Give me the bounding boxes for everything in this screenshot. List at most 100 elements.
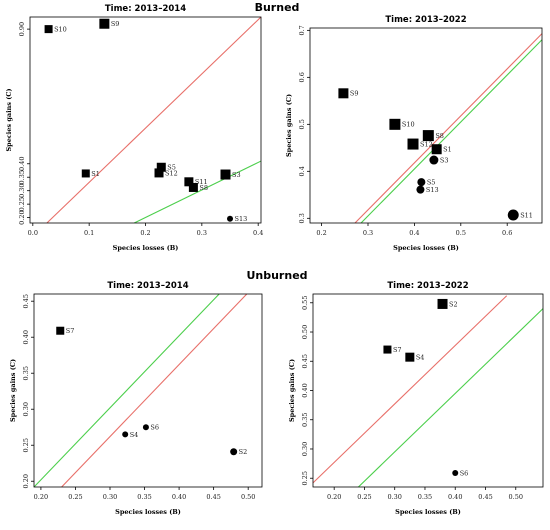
point-label: S12 [165, 169, 178, 177]
group-label-unburned: Unburned [246, 269, 308, 282]
point-s8 [422, 130, 434, 142]
point-s2 [230, 448, 238, 456]
point-s3 [220, 169, 231, 180]
reference-line-1 [313, 295, 508, 484]
y-tick-label: 0.35 [22, 366, 30, 380]
point-label: S13 [426, 186, 439, 194]
point-label: S2 [239, 448, 248, 456]
point-s13 [416, 185, 425, 194]
y-axis-label: Species gains (C) [9, 359, 17, 422]
y-tick-label: 0.20 [18, 210, 26, 224]
point-label: S8 [199, 184, 208, 192]
point-s3 [429, 155, 439, 165]
y-tick-label: 0.20 [22, 474, 30, 488]
point-label: S1 [443, 146, 452, 154]
point-s6 [452, 469, 459, 476]
x-tick-label: 0.45 [478, 493, 492, 501]
y-tick-label: 0.25 [22, 438, 30, 452]
point-label: S9 [350, 90, 359, 98]
y-tick-label: 0.7 [298, 25, 306, 35]
x-tick-label: 0.6 [502, 229, 512, 237]
point-label: S3 [440, 156, 449, 164]
x-tick-label: 0.2 [316, 229, 326, 237]
y-tick-label: 0.30 [301, 442, 309, 456]
y-tick-label: 0.25 [301, 471, 309, 485]
point-s12 [154, 168, 164, 178]
x-tick-label: 0.25 [357, 493, 371, 501]
point-label: S10 [402, 121, 415, 129]
plot-frame [33, 293, 263, 488]
reference-line-2 [358, 308, 543, 487]
y-tick-label: 0.45 [301, 354, 309, 368]
y-tick-label: 0.4 [298, 166, 306, 176]
point-s1 [81, 169, 90, 178]
y-tick-label: 0.45 [22, 294, 30, 308]
x-tick-label: 0.0 [28, 229, 38, 237]
y-tick-label: 0.90 [18, 22, 26, 36]
y-tick-label: 0.30 [22, 402, 30, 416]
x-tick-label: 0.50 [509, 493, 523, 501]
reference-line-1 [46, 17, 261, 223]
point-label: S6 [460, 469, 469, 477]
point-label: S6 [150, 424, 159, 432]
x-tick-label: 0.35 [418, 493, 432, 501]
y-tick-label: 0.40 [18, 157, 26, 171]
x-tick-label: 0.50 [241, 493, 255, 501]
point-label: S10 [54, 26, 67, 34]
x-tick-label: 0.30 [103, 493, 117, 501]
x-tick-label: 0.20 [327, 493, 341, 501]
x-axis-label: Species losses (B) [393, 244, 459, 252]
y-axis-label: Species gains (C) [5, 88, 13, 151]
y-tick-label: 0.40 [22, 330, 30, 344]
reference-line-2 [133, 160, 261, 223]
point-s11 [507, 209, 519, 221]
x-tick-label: 0.3 [197, 229, 207, 237]
y-tick-label: 0.40 [301, 383, 309, 397]
x-axis-label: Species losses (B) [395, 508, 461, 516]
point-label: S8 [435, 132, 444, 140]
point-label: S5 [427, 179, 436, 187]
point-s7 [56, 326, 65, 335]
scatter-panel-4: 0.20 0.25 0.30 0.35 0.40 0.45 0.50 0.25 0.30 0.35… [288, 281, 544, 516]
plot-frame [309, 27, 543, 224]
y-tick-label: 0.50 [301, 325, 309, 339]
point-s8 [188, 182, 198, 192]
point-s7 [383, 345, 392, 354]
point-s9 [99, 18, 110, 29]
point-s6 [142, 424, 149, 431]
point-label: S11 [195, 178, 208, 186]
point-s1 [431, 144, 442, 155]
y-axis-label: Species gains (C) [285, 94, 293, 157]
point-label: S12 [420, 140, 433, 148]
point-s4 [122, 431, 129, 438]
point-label: S13 [235, 215, 248, 223]
x-tick-label: 0.1 [84, 229, 94, 237]
x-tick-label: 0.20 [34, 493, 48, 501]
x-tick-label: 0.4 [253, 229, 263, 237]
y-tick-label: 0.3 [298, 213, 306, 223]
x-tick-label: 0.40 [448, 493, 462, 501]
point-s9 [338, 88, 349, 99]
point-s11 [184, 177, 194, 187]
scatter-panel-2: 0.2 0.3 0.4 0.5 0.6 0.3 0.4 0.5 0.6 0.7 Time: 2013… [285, 15, 543, 252]
point-label: S4 [130, 431, 139, 439]
reference-line-1 [34, 294, 220, 487]
point-label: S2 [449, 300, 458, 308]
point-label: S9 [111, 20, 120, 28]
x-tick-label: 0.30 [387, 493, 401, 501]
x-tick-label: 0.5 [456, 229, 466, 237]
y-tick-label: 0.25 [18, 197, 26, 211]
point-label: S11 [520, 211, 533, 219]
point-s2 [437, 298, 448, 309]
x-tick-label: 0.35 [137, 493, 151, 501]
y-tick-label: 0.5 [298, 119, 306, 129]
reference-line-2 [61, 294, 248, 487]
point-label: S3 [232, 171, 241, 179]
chart-title: Time: 2013–2014 [107, 281, 188, 291]
plot-frame [312, 293, 544, 488]
x-tick-label: 0.4 [409, 229, 419, 237]
x-axis-label: Species losses (B) [115, 508, 181, 516]
y-tick-label: 0.6 [298, 72, 306, 82]
point-s10 [389, 118, 401, 130]
point-label: S5 [167, 164, 176, 172]
